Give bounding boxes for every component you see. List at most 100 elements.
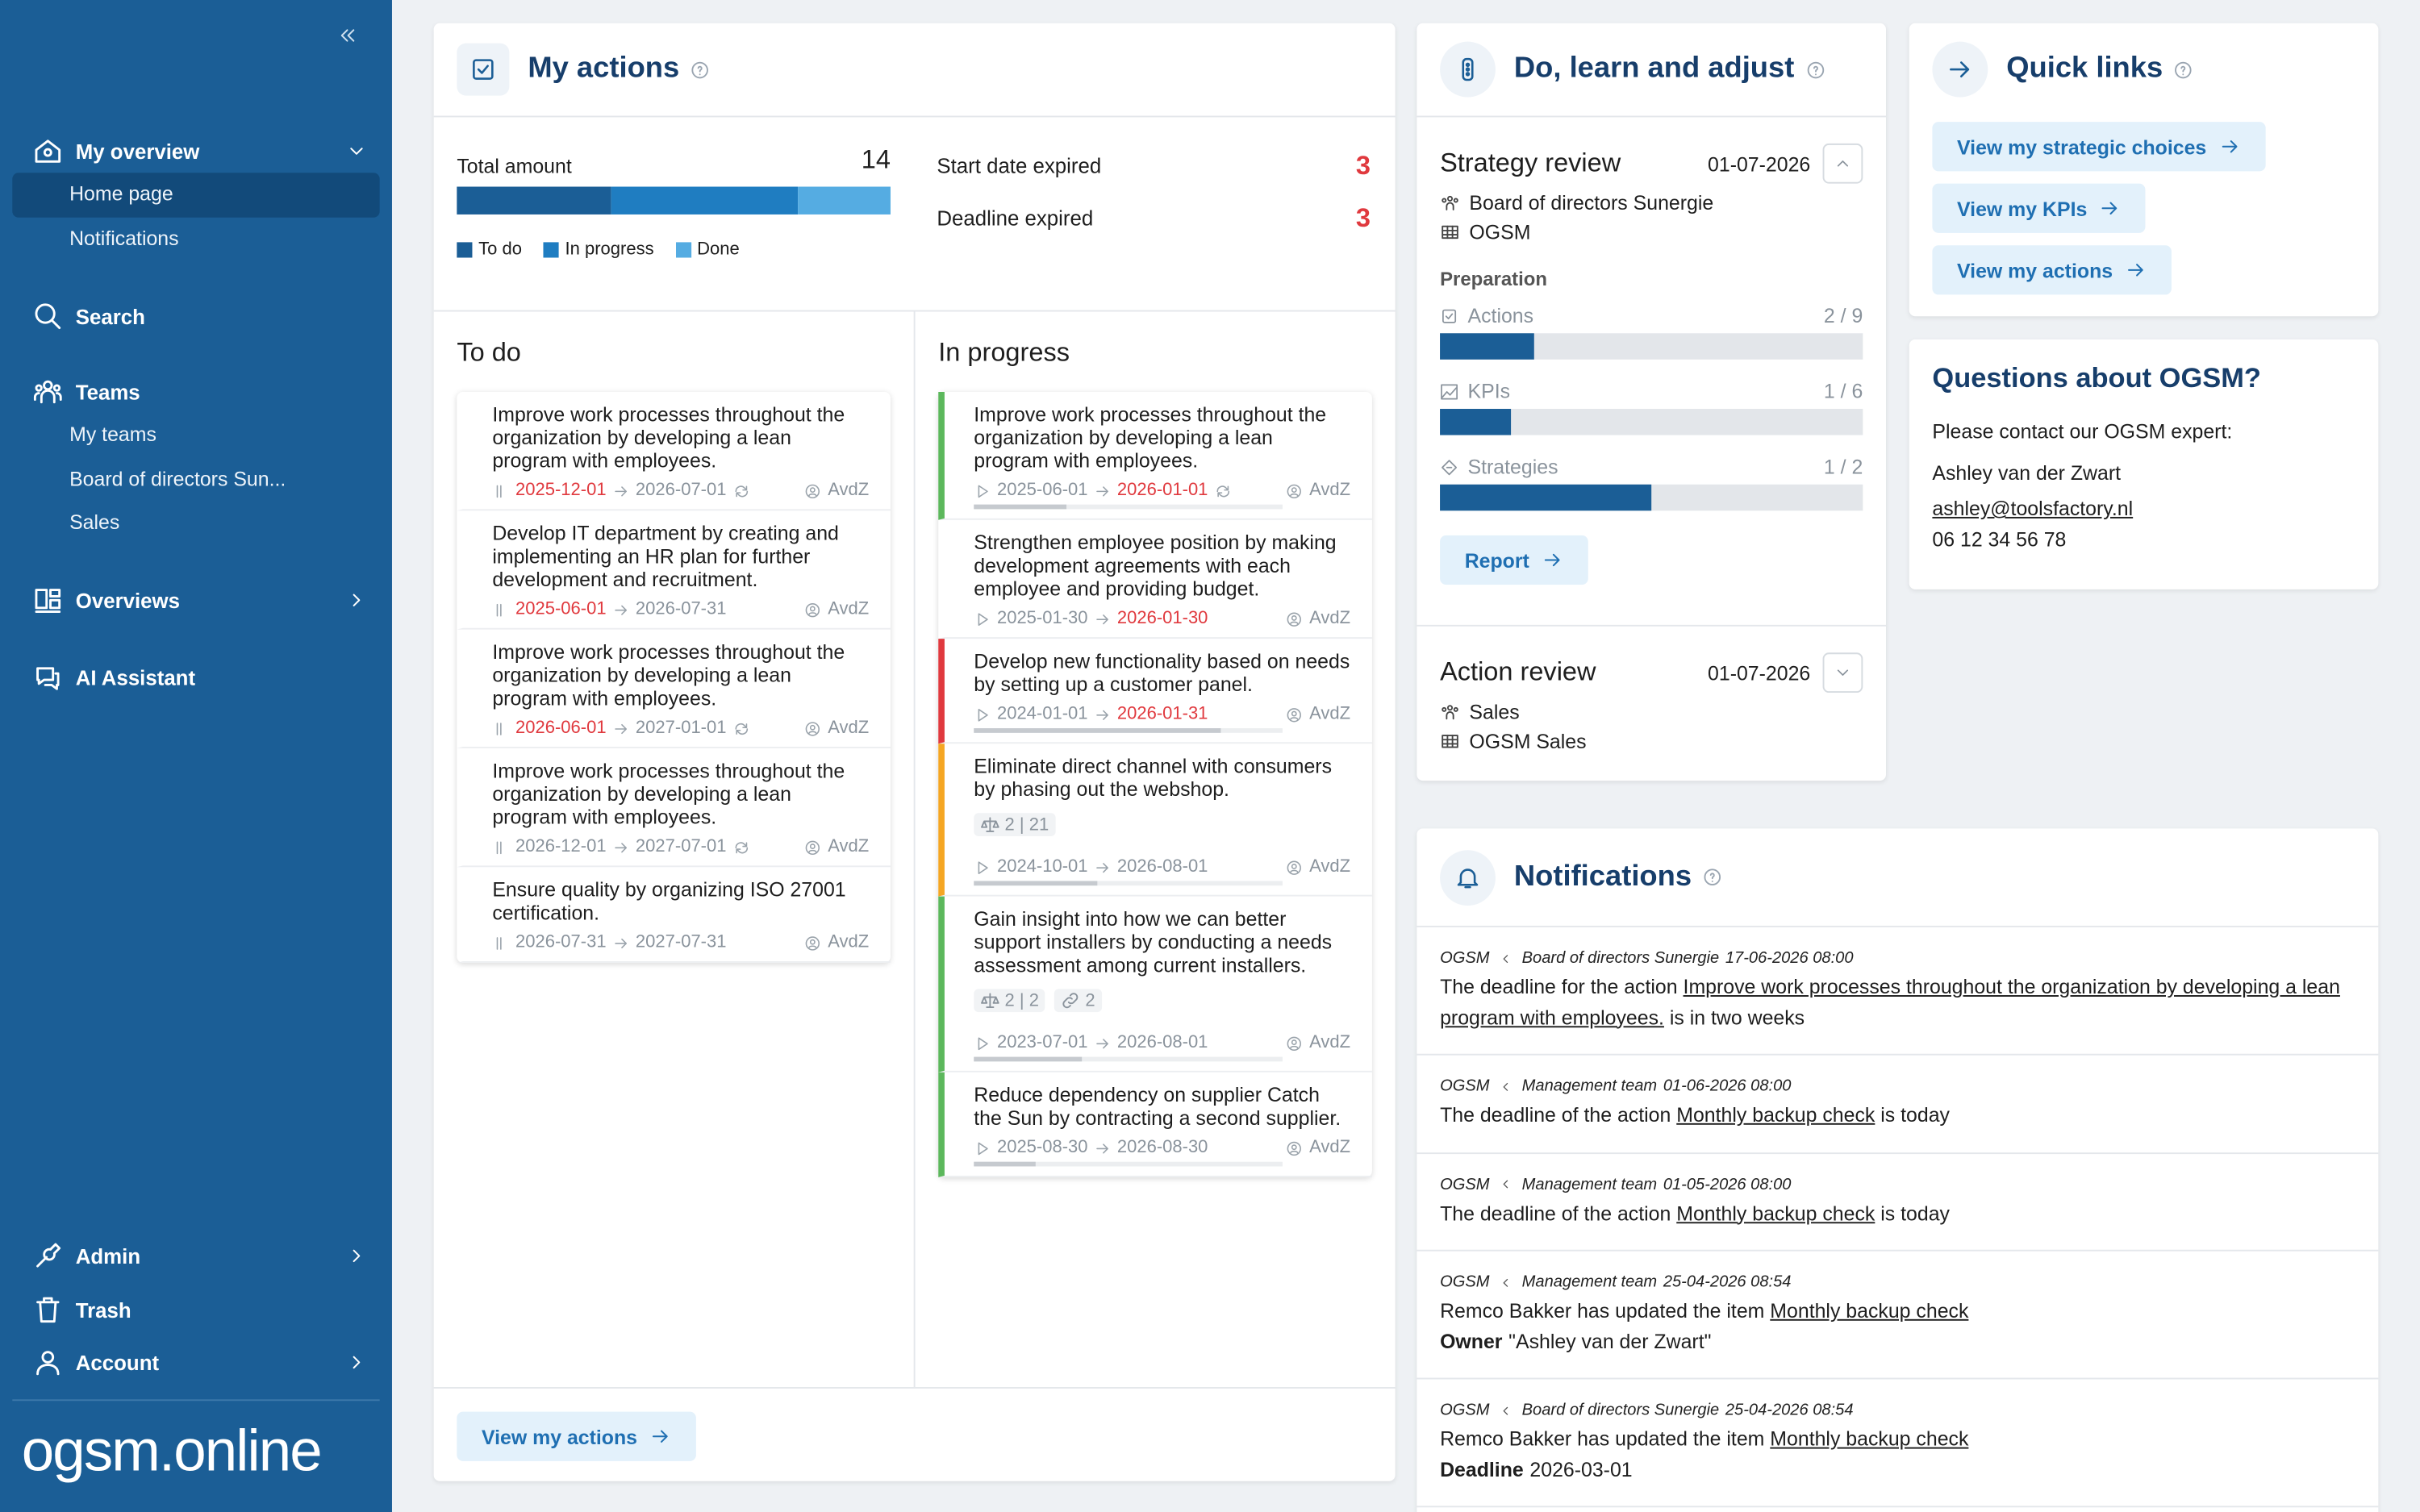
total-value: 14 bbox=[861, 144, 891, 175]
icon-shape bbox=[35, 303, 61, 330]
icon-shape bbox=[473, 59, 494, 80]
notification[interactable]: OGSM Board of directors Sunergie 17-06-202… bbox=[1417, 927, 2379, 1056]
action-card[interactable]: Gain insight into how we can better supp… bbox=[938, 896, 1372, 1073]
card-meta: 2025-01-30 2026-01-30 AvdZ bbox=[974, 610, 1350, 628]
icon-shape bbox=[978, 484, 988, 498]
action-card[interactable]: Strengthen employee position by making d… bbox=[938, 520, 1372, 639]
nav-item[interactable]: Search bbox=[0, 294, 392, 338]
notification[interactable]: OGSM Board of directors Sunergie 25-04-202… bbox=[1417, 1379, 2379, 1508]
nav-subitem[interactable]: My teams bbox=[69, 423, 156, 446]
end-date: 2027-07-31 bbox=[635, 933, 727, 952]
toggle[interactable] bbox=[1822, 652, 1863, 694]
icon-shape bbox=[33, 380, 62, 404]
action-card[interactable]: Ensure quality by organizing ISO 27001 c… bbox=[457, 867, 891, 963]
legend-swatch bbox=[543, 242, 559, 258]
bar-segment bbox=[797, 186, 891, 215]
action-card[interactable]: Develop IT department by creating and im… bbox=[457, 510, 891, 630]
icon-shape bbox=[614, 842, 627, 852]
icon-shape bbox=[1442, 735, 1458, 748]
nav-subitem[interactable]: Notifications bbox=[69, 226, 179, 249]
help-icon[interactable] bbox=[1805, 60, 1825, 80]
arrow-icon bbox=[612, 482, 629, 499]
owner-name: AvdZ bbox=[1309, 481, 1351, 500]
action-card[interactable]: Develop new functionality based on needs… bbox=[938, 639, 1372, 744]
nav-item[interactable]: Teams bbox=[0, 370, 392, 414]
item-link[interactable]: Improve work processes throughout the or… bbox=[1440, 975, 2340, 1029]
collapse-button[interactable] bbox=[336, 25, 358, 47]
date-icon bbox=[492, 482, 509, 499]
action-card[interactable]: Reduce dependency on supplier Catch the … bbox=[938, 1072, 1372, 1177]
nav-item[interactable]: Overviews bbox=[0, 578, 392, 622]
icon-shape bbox=[734, 485, 748, 497]
card-meta: 2026-12-01 2027-07-01 AvdZ bbox=[492, 838, 869, 856]
icon-shape bbox=[1095, 614, 1108, 624]
icon-shape bbox=[35, 589, 48, 610]
breadcrumb-icon bbox=[1489, 1275, 1521, 1289]
start-date: 2024-10-01 bbox=[996, 857, 1088, 877]
quick-link[interactable]: View my actions bbox=[1932, 245, 2172, 295]
help-icon[interactable] bbox=[1702, 867, 1722, 887]
review-team: Board of directors Sunergie bbox=[1440, 188, 1863, 217]
nav-item[interactable]: Admin bbox=[0, 1235, 392, 1278]
icon-shape bbox=[614, 604, 627, 614]
help-icon[interactable] bbox=[2174, 60, 2194, 80]
action-card[interactable]: Improve work processes throughout the or… bbox=[457, 392, 891, 511]
icon-shape bbox=[1950, 61, 1970, 77]
notification[interactable]: OGSM Management team 25-04-2026 08:54 Remco… bbox=[1417, 1252, 2379, 1380]
icon-shape bbox=[1837, 160, 1849, 167]
view-actions-button[interactable]: View my actions bbox=[457, 1411, 696, 1461]
review: Action review 01-07-2026 Sales OGSM Sales bbox=[1417, 624, 1887, 756]
help-icon[interactable] bbox=[691, 60, 711, 80]
contact-email[interactable]: ashley@toolsfactory.nl bbox=[1932, 497, 2134, 520]
nav-icon bbox=[32, 377, 63, 407]
nav-item[interactable]: Account bbox=[0, 1341, 392, 1385]
icon-shape bbox=[1441, 383, 1458, 399]
nav-group: Account bbox=[0, 1341, 392, 1385]
prep-label-row: KPIs 1 / 6 bbox=[1440, 378, 1863, 405]
icon-shape bbox=[1453, 198, 1458, 203]
item-link[interactable]: Monthly backup check bbox=[1676, 1201, 1876, 1225]
card-list: Improve work processes throughout the or… bbox=[457, 392, 891, 963]
nav-subitem[interactable]: Board of directors Sun... bbox=[69, 466, 286, 490]
icon-shape bbox=[1095, 1143, 1108, 1153]
team-name: Sales bbox=[1469, 700, 1520, 724]
action-card[interactable]: Improve work processes throughout the or… bbox=[457, 748, 891, 868]
nav-subitem[interactable]: Sales bbox=[69, 510, 120, 534]
report-button[interactable]: Report bbox=[1440, 535, 1588, 585]
owner-icon bbox=[1286, 610, 1303, 627]
logo[interactable]: ogsm.online bbox=[21, 1419, 323, 1485]
action-card[interactable]: Improve work processes throughout the or… bbox=[938, 391, 1372, 520]
icon-shape bbox=[1837, 160, 1849, 167]
action-card[interactable]: Improve work processes throughout the or… bbox=[457, 630, 891, 748]
icon-shape bbox=[1445, 312, 1454, 319]
item-link[interactable]: Monthly backup check bbox=[1770, 1298, 1969, 1322]
card-title: Gain insight into how we can better supp… bbox=[974, 906, 1333, 977]
owner: AvdZ bbox=[799, 481, 869, 500]
progress-fill bbox=[974, 881, 1098, 886]
owner: AvdZ bbox=[1280, 481, 1350, 500]
quick-link[interactable]: View my strategic choices bbox=[1932, 122, 2265, 172]
icon-shape bbox=[1813, 65, 1818, 75]
item-link[interactable]: Monthly backup check bbox=[1676, 1102, 1876, 1127]
column: In progress Improve work processes throug… bbox=[913, 311, 1396, 1388]
start-date: 2026-07-31 bbox=[515, 933, 607, 952]
card-meta: 2026-06-01 2027-01-01 AvdZ bbox=[492, 719, 869, 738]
quick-link[interactable]: View my KPIs bbox=[1932, 183, 2147, 233]
card-meta: 2025-12-01 2026-07-01 AvdZ bbox=[492, 481, 869, 500]
end-date: 2026-08-01 bbox=[1116, 857, 1208, 877]
prep-track bbox=[1440, 409, 1863, 435]
nav-item[interactable]: AI Assistant bbox=[0, 656, 392, 699]
link-label: View my KPIs bbox=[1957, 196, 2088, 220]
icon-shape bbox=[1287, 483, 1302, 498]
item-link[interactable]: Monthly backup check bbox=[1770, 1427, 1969, 1451]
action-card[interactable]: Eliminate direct channel with consumers … bbox=[938, 744, 1372, 897]
owner-name: AvdZ bbox=[828, 600, 870, 619]
panel-header: Notifications bbox=[1417, 828, 2379, 927]
nav-item[interactable]: Trash bbox=[0, 1289, 392, 1332]
nav-icon bbox=[32, 1347, 63, 1377]
notification[interactable]: OGSM Management team 01-06-2026 08:00 The d… bbox=[1417, 1056, 2379, 1154]
notification[interactable]: OGSM Management team 01-05-2026 08:00 The d… bbox=[1417, 1153, 2379, 1252]
nav-item[interactable]: My overview bbox=[0, 130, 392, 173]
toggle[interactable] bbox=[1822, 143, 1863, 184]
nav-subitem[interactable]: Home page bbox=[12, 173, 380, 217]
